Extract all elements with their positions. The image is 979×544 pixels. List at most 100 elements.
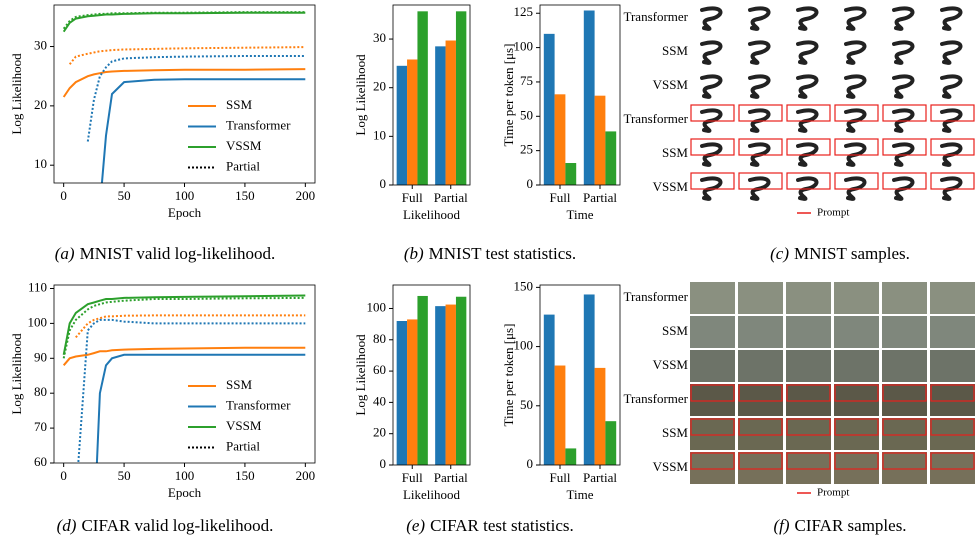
sample-cell xyxy=(738,282,783,314)
sample-digit xyxy=(796,6,819,31)
bar xyxy=(543,314,555,465)
sample-cell xyxy=(834,282,879,314)
prompt-box xyxy=(882,138,927,156)
prompt-box xyxy=(738,104,783,122)
prompt-box xyxy=(930,384,975,402)
sample-cell xyxy=(738,316,783,348)
sample-digit xyxy=(844,40,867,65)
prompt-box xyxy=(834,138,879,156)
caption-text: CIFAR valid log-likelihood. xyxy=(81,516,273,535)
line xyxy=(62,346,306,366)
row-label: Transformer xyxy=(623,289,688,304)
y-tick-label: 30 xyxy=(373,30,386,45)
legend-label: Prompt xyxy=(817,207,849,219)
sample-cell xyxy=(786,316,831,348)
sample-digit xyxy=(940,74,963,99)
y-axis-label: Log Likelihood xyxy=(9,333,24,415)
y-tick-label: 110 xyxy=(28,279,47,294)
caption: (e) CIFAR test statistics. xyxy=(406,516,574,535)
caption-tag: (d) xyxy=(57,516,77,535)
partial-line xyxy=(62,296,306,359)
y-tick-label: 100 xyxy=(367,299,387,314)
sample-digit xyxy=(892,40,915,65)
y-tick-label: 150 xyxy=(514,278,534,293)
caption-tag: (e) xyxy=(406,516,425,535)
y-tick-label: 60 xyxy=(373,362,386,377)
prompt-box xyxy=(738,452,783,470)
row-label: VSSM xyxy=(653,357,689,372)
sample-digit xyxy=(844,6,867,31)
caption-tag: (c) xyxy=(770,244,789,263)
bar xyxy=(543,33,555,185)
bar xyxy=(565,448,577,465)
caption: (f) CIFAR samples. xyxy=(773,516,906,535)
x-tick-label: 50 xyxy=(118,188,131,203)
row-label: SSM xyxy=(662,425,688,440)
sample-cell xyxy=(738,452,783,484)
partial-line xyxy=(77,318,306,463)
row-label: VSSM xyxy=(653,459,689,474)
prompt-box xyxy=(690,452,735,470)
axes-frame xyxy=(53,4,316,184)
prompt-box xyxy=(738,138,783,156)
sample-digit xyxy=(796,40,819,65)
y-tick-label: 30 xyxy=(34,38,47,53)
axes-frame xyxy=(53,284,316,464)
sample-cell xyxy=(930,282,975,314)
sample-cell xyxy=(786,452,831,484)
caption-tag: (f) xyxy=(773,516,789,535)
bar xyxy=(554,365,566,465)
prompt-box xyxy=(882,418,927,436)
y-tick-label: 0 xyxy=(380,176,387,191)
sample-cell xyxy=(882,316,927,348)
y-axis-label: Log Likelihood xyxy=(9,53,24,135)
legend-label: VSSM xyxy=(226,138,262,153)
x-tick-label: 100 xyxy=(175,188,195,203)
partial-line xyxy=(86,55,306,142)
y-tick-label: 80 xyxy=(373,331,386,346)
sample-cell xyxy=(690,418,735,450)
sample-cell xyxy=(930,384,975,416)
y-tick-label: 100 xyxy=(514,338,534,353)
sample-cell xyxy=(930,316,975,348)
bar xyxy=(605,421,617,465)
x-axis-label: Time xyxy=(567,207,594,222)
sample-cell xyxy=(930,418,975,450)
line xyxy=(95,353,306,463)
x-tick-label: 0 xyxy=(60,188,67,203)
y-tick-label: 10 xyxy=(34,156,47,171)
bar xyxy=(417,295,428,465)
y-tick-label: 60 xyxy=(34,454,47,469)
row-label: Transformer xyxy=(623,9,688,24)
row-label: SSM xyxy=(662,323,688,338)
prompt-box xyxy=(690,418,735,436)
y-axis-label: Log Likelihood xyxy=(353,54,368,136)
bar xyxy=(435,306,446,465)
caption: (b) MNIST test statistics. xyxy=(404,244,576,263)
prompt-box xyxy=(882,384,927,402)
y-tick-label: 0 xyxy=(380,456,387,471)
y-tick-label: 20 xyxy=(373,79,386,94)
prompt-box xyxy=(690,384,735,402)
prompt-box xyxy=(834,452,879,470)
sample-cell xyxy=(738,384,783,416)
caption: (c) MNIST samples. xyxy=(770,244,910,263)
x-tick-label: 200 xyxy=(296,468,316,483)
bar xyxy=(565,163,577,185)
prompt-box xyxy=(930,452,975,470)
row-label: VSSM xyxy=(653,179,689,194)
x-tick-label: Full xyxy=(402,470,423,485)
caption-tag: (a) xyxy=(55,244,75,263)
sample-cell xyxy=(882,350,927,382)
bar xyxy=(594,367,606,465)
sample-digit xyxy=(700,40,723,65)
x-tick-label: 150 xyxy=(235,468,255,483)
prompt-box xyxy=(786,138,831,156)
x-tick-label: 0 xyxy=(60,468,67,483)
sample-cell xyxy=(834,350,879,382)
prompt-box xyxy=(834,384,879,402)
x-tick-label: 200 xyxy=(296,188,316,203)
sample-cell xyxy=(738,418,783,450)
sample-cell xyxy=(930,350,975,382)
bar xyxy=(605,131,617,185)
